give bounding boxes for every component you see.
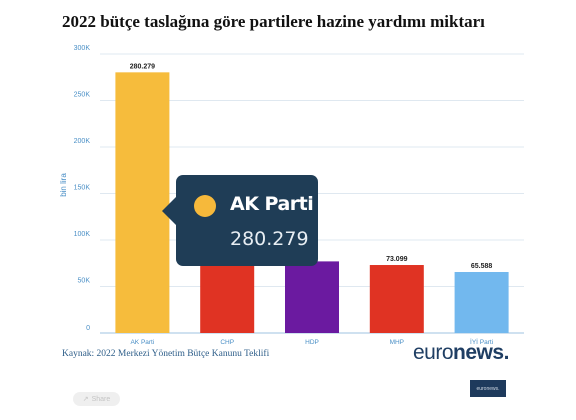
thumbnail-text: euronews. bbox=[476, 385, 500, 392]
x-tick-label: AK Parti bbox=[130, 339, 154, 346]
bar[interactable] bbox=[454, 272, 509, 333]
bar[interactable] bbox=[369, 265, 424, 333]
euronews-logo: euronews. bbox=[413, 341, 509, 364]
x-tick-label: CHP bbox=[220, 339, 234, 346]
bar[interactable] bbox=[115, 72, 170, 334]
x-tick-label: HDP bbox=[305, 339, 319, 346]
y-tick-label: 0 bbox=[86, 325, 90, 332]
y-tick-label: 150K bbox=[74, 185, 91, 192]
bar[interactable] bbox=[285, 261, 339, 333]
x-tick-label: İYİ Parti bbox=[470, 337, 493, 346]
tooltip-series-name: AK Parti bbox=[230, 193, 314, 215]
data-label: 65.588 bbox=[471, 263, 493, 270]
share-button[interactable]: ↗ Share bbox=[73, 392, 120, 406]
tooltip-color-dot bbox=[194, 195, 216, 217]
y-tick-label: 250K bbox=[74, 92, 91, 99]
share-icon: ↗ bbox=[82, 396, 89, 403]
x-tick-label: MHP bbox=[390, 339, 404, 346]
y-axis-label: bin lira bbox=[59, 173, 68, 197]
bar[interactable] bbox=[200, 253, 255, 333]
source-note: Kaynak: 2022 Merkezi Yönetim Bütçe Kanun… bbox=[62, 349, 270, 359]
data-label: 73.099 bbox=[386, 256, 408, 263]
y-tick-label: 100K bbox=[74, 231, 91, 238]
y-tick-label: 300K bbox=[74, 45, 91, 52]
y-tick-label: 50K bbox=[78, 278, 91, 285]
logo-thumbnail[interactable]: euronews. bbox=[470, 380, 506, 397]
share-label: Share bbox=[91, 395, 111, 403]
tooltip-value: 280.279 bbox=[230, 228, 309, 250]
y-tick-label: 200K bbox=[74, 138, 91, 145]
chart-title: 2022 bütçe taslağına göre partilere hazi… bbox=[62, 12, 485, 31]
data-label: 280.279 bbox=[130, 63, 155, 70]
chart-tooltip: AK Parti 280.279 bbox=[162, 175, 318, 266]
